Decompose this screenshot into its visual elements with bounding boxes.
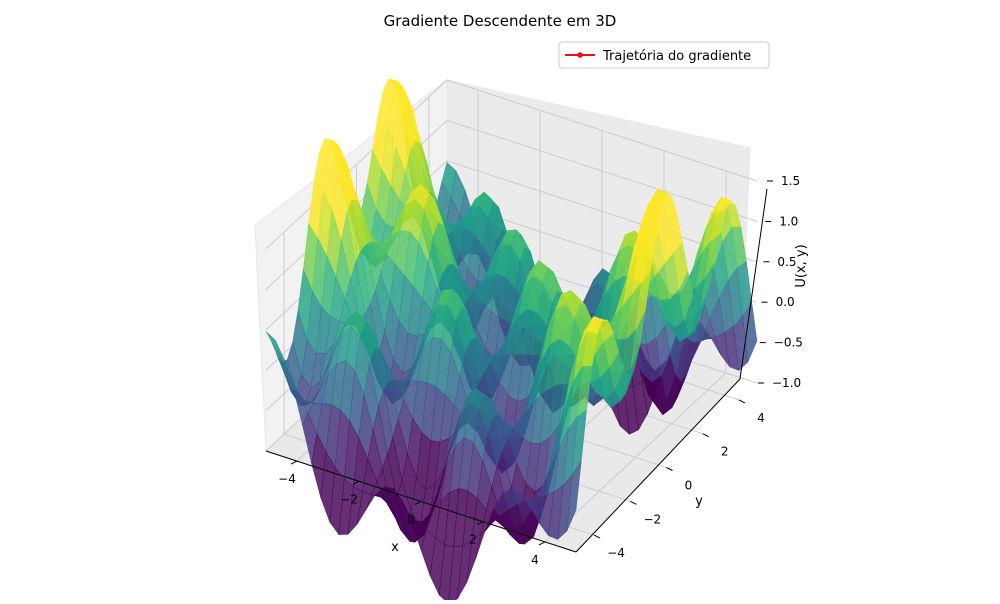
surface-plot (265, 78, 758, 604)
z-tick-label-3: 0.5 (777, 255, 796, 269)
x-tick-2 (414, 501, 422, 505)
y-tick-4 (738, 399, 746, 404)
legend-label: Trajetória do gradiente (602, 49, 751, 64)
grid-line-side-z-5 (265, 79, 448, 250)
z-axis-line (739, 188, 768, 380)
x-tick-label-4: 4 (531, 553, 539, 567)
x-tick-3 (476, 521, 484, 526)
surface-face-33-0 (566, 460, 582, 532)
legend-marker (577, 52, 583, 58)
y-axis-label: y (695, 494, 703, 509)
x-tick-1 (352, 480, 360, 485)
z-axis-label: U(x, y) (794, 244, 809, 287)
z-tick-label-1: −0.5 (774, 336, 803, 350)
x-tick-4 (538, 541, 546, 546)
y-tick-3 (702, 433, 709, 438)
y-tick-label-3: 2 (721, 445, 729, 459)
y-tick-1 (630, 500, 637, 505)
legend: Trajetória do gradiente (558, 41, 770, 69)
y-tick-label-1: −2 (643, 512, 661, 526)
grid-line-back-z-4 (446, 119, 758, 222)
x-tick-label-1: −2 (340, 492, 358, 506)
x-tick-label-3: 2 (469, 533, 477, 547)
z-tick-label-0: −1.0 (772, 376, 801, 390)
y-tick-label-2: 0 (685, 479, 693, 493)
legend-box (558, 41, 770, 69)
axes: −4 −2 0 2 4 −4 −2 0 2 4 −1.0 −0.5 0.0 0.5 1.0 1.5 (265, 174, 803, 567)
y-tick-2 (666, 467, 673, 471)
z-tick-label-5: 1.5 (781, 174, 800, 188)
z-tick-label-2: 0.0 (776, 295, 795, 309)
x-tick-label-0: −4 (278, 472, 296, 486)
y-tick-label-4: 4 (757, 411, 765, 425)
z-tick-label-4: 1.0 (779, 214, 798, 228)
x-axis-label: x (391, 540, 399, 555)
y-tick-label-0: −4 (607, 546, 625, 560)
chart-title: Gradiente Descendente em 3D (384, 12, 617, 30)
x-tick-label-2: 0 (407, 513, 415, 527)
x-tick-0 (290, 460, 298, 465)
grid-line-back-z-5 (446, 79, 758, 182)
y-tick-0 (593, 534, 601, 539)
y-axis-line (575, 378, 741, 553)
